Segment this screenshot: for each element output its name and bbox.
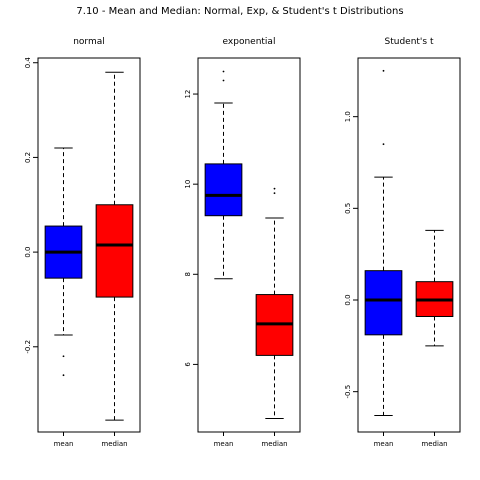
- box-mean: [44, 147, 83, 377]
- plot-frame: [357, 57, 461, 433]
- x-tick-label: median: [261, 440, 287, 448]
- y-tick-label: 6: [184, 362, 192, 367]
- y-tick-label: 0.0: [24, 247, 32, 258]
- box-mean: [364, 69, 403, 416]
- box-body: [95, 204, 134, 298]
- outlier-point: [382, 143, 385, 146]
- outlier-point: [222, 70, 225, 73]
- x-tick-label: mean: [214, 440, 234, 448]
- chart-title: 7.10 - Mean and Median: Normal, Exp, & S…: [76, 6, 403, 17]
- outlier-point: [273, 187, 276, 190]
- outlier-point: [62, 355, 65, 358]
- y-tick-label: 0.4: [24, 57, 32, 69]
- y-tick-label: 8: [184, 272, 192, 276]
- y-tick-label: 1.0: [344, 111, 352, 122]
- y-tick-label: 0.0: [344, 294, 352, 305]
- panel-title: Student's t: [385, 37, 434, 47]
- x-tick-label: mean: [54, 440, 74, 448]
- panel-0: normal -0.2 0.0 0.2 0.4 mean median: [24, 37, 141, 448]
- y-tick-label: 0.5: [344, 203, 352, 214]
- panel-title: normal: [73, 37, 105, 47]
- x-tick-label: median: [101, 440, 127, 448]
- box-body: [204, 163, 243, 217]
- outlier-point: [222, 79, 225, 82]
- panel-2: Student's t -0.5 0.0 0.5 1.0 mean median: [344, 37, 461, 448]
- y-tick-label: 0.2: [24, 152, 32, 163]
- outlier-point: [382, 69, 385, 72]
- plot-frame: [37, 57, 141, 433]
- box-median: [95, 71, 134, 421]
- y-tick-label: 12: [184, 90, 192, 99]
- x-tick-label: median: [421, 440, 447, 448]
- box-mean: [204, 70, 243, 280]
- plot-frame: [197, 57, 301, 433]
- y-tick-label: -0.2: [24, 340, 32, 354]
- panel-title: exponential: [223, 37, 276, 47]
- y-tick-label: -0.5: [344, 385, 352, 399]
- box-median: [255, 187, 294, 419]
- panel-1: exponential 6 8 10 12 mean median: [184, 37, 301, 448]
- y-tick-label: 10: [184, 180, 192, 189]
- outlier-point: [273, 192, 276, 195]
- x-tick-label: mean: [374, 440, 394, 448]
- box-median: [415, 229, 454, 347]
- box-body: [364, 270, 403, 336]
- outlier-point: [62, 374, 65, 377]
